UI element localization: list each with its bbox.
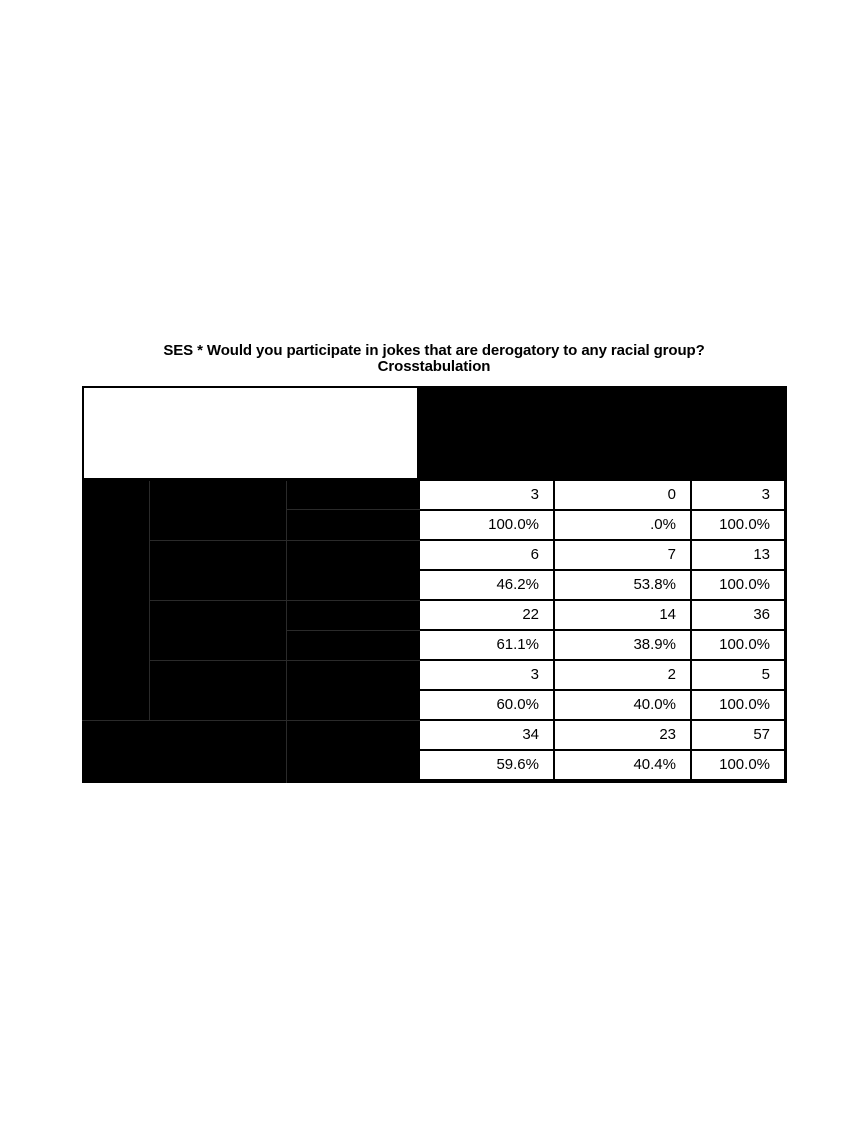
count-cell: 22: [420, 601, 553, 629]
percent-cell: 60.0%: [420, 691, 553, 719]
count-cell: 14: [555, 601, 690, 629]
count-cell: 2: [555, 661, 690, 689]
percent-cell: 38.9%: [555, 631, 690, 659]
count-cell: 6: [420, 541, 553, 569]
row-label-divider: [149, 600, 420, 601]
table-row: 22 14 36 61.1% 38.9% 100.0%: [420, 601, 784, 661]
crosstab-table: 3 0 3 100.0% .0% 100.0% 6 7 13 46.2% 53.…: [82, 386, 787, 783]
count-cell: 3: [420, 661, 553, 689]
table-row: 6 7 13 46.2% 53.8% 100.0%: [420, 541, 784, 601]
count-cell: 0: [555, 481, 690, 509]
count-cell: 34: [420, 721, 553, 749]
table-row: 3 0 3 100.0% .0% 100.0%: [420, 481, 784, 541]
total-percent-cell: 100.0%: [692, 691, 784, 719]
table-row: 3 2 5 60.0% 40.0% 100.0%: [420, 661, 784, 721]
table-title: SES * Would you participate in jokes tha…: [82, 343, 786, 375]
row-label-divider: [82, 720, 420, 721]
total-percent-cell: 100.0%: [692, 571, 784, 599]
percent-cell: 40.0%: [555, 691, 690, 719]
row-label-divider: [286, 481, 287, 783]
percent-cell: 40.4%: [555, 751, 690, 779]
percent-cell: 59.6%: [420, 751, 553, 779]
table-title-line-2: Crosstabulation: [377, 358, 491, 375]
row-label-divider: [149, 540, 420, 541]
total-count-cell: 13: [692, 541, 784, 569]
count-cell: 23: [555, 721, 690, 749]
row-label-divider: [286, 630, 420, 631]
count-cell: 7: [555, 541, 690, 569]
total-count-cell: 5: [692, 661, 784, 689]
row-label-divider: [149, 481, 150, 721]
total-count-cell: 3: [692, 481, 784, 509]
percent-cell: 53.8%: [555, 571, 690, 599]
total-count-cell: 57: [692, 721, 784, 749]
table-row-total: 34 23 57 59.6% 40.4% 100.0%: [420, 721, 784, 781]
count-cell: 3: [420, 481, 553, 509]
total-count-cell: 36: [692, 601, 784, 629]
header-blank-cell: [84, 388, 417, 478]
percent-cell: 61.1%: [420, 631, 553, 659]
table-title-line-1: SES * Would you participate in jokes tha…: [163, 342, 705, 359]
total-percent-cell: 100.0%: [692, 511, 784, 539]
row-label-divider: [286, 509, 420, 510]
total-percent-cell: 100.0%: [692, 751, 784, 779]
total-percent-cell: 100.0%: [692, 631, 784, 659]
percent-cell: .0%: [555, 511, 690, 539]
percent-cell: 100.0%: [420, 511, 553, 539]
percent-cell: 46.2%: [420, 571, 553, 599]
row-label-divider: [149, 660, 420, 661]
